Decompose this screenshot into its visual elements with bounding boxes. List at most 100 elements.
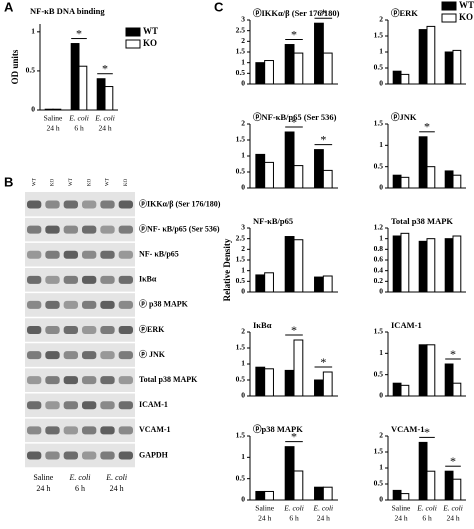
bar — [426, 238, 436, 293]
x-tick-label: E. coli — [105, 473, 127, 482]
legend-swatch — [125, 39, 141, 49]
bar — [104, 86, 114, 111]
bar — [322, 169, 333, 189]
blot-band — [27, 351, 42, 360]
chart-title: ICAM-1 — [391, 320, 422, 330]
y-tick-label: 1.5 — [236, 431, 246, 440]
y-tick-label: 0 — [241, 79, 245, 88]
bar — [322, 371, 333, 397]
blot-band — [100, 326, 115, 334]
y-axis-label: OD units — [10, 49, 20, 84]
bar — [255, 366, 266, 397]
annotation: * — [424, 120, 430, 134]
blot-band — [45, 200, 60, 209]
bar — [293, 52, 304, 85]
x-tick-label: E. coli — [283, 504, 304, 513]
annotation: * — [291, 27, 297, 41]
y-tick-label: 2 — [241, 244, 245, 253]
bar — [284, 44, 295, 85]
x-tick-label: E. coli — [313, 504, 334, 513]
y-tick-label: 0 — [241, 391, 245, 400]
bar — [293, 470, 304, 501]
x-tick-label: 24 h — [446, 514, 459, 523]
y-tick-label: 0.5 — [236, 167, 246, 176]
bar — [418, 29, 428, 85]
annotation: * — [450, 454, 456, 468]
y-tick-label: 0.4 — [374, 265, 384, 274]
bar — [78, 65, 88, 111]
bar — [426, 166, 436, 189]
blot-band — [27, 275, 42, 284]
y-tick-label: 1.5 — [236, 255, 246, 264]
blot-band — [82, 225, 97, 234]
bar — [444, 238, 454, 293]
y-tick-label: 0 — [241, 287, 245, 296]
x-tick-label: 24 h — [36, 484, 50, 493]
annotation: * — [320, 355, 326, 369]
legend-label: KO — [143, 38, 157, 48]
y-tick-label: 0.5 — [374, 161, 384, 170]
bar — [400, 493, 410, 501]
legend-label: KO — [459, 12, 473, 22]
chart-title: ⓟJNK — [391, 112, 417, 122]
bar — [392, 382, 402, 397]
y-tick-label: 1 — [241, 57, 245, 66]
bar — [314, 276, 324, 293]
y-tick-label: 0 — [379, 183, 383, 192]
y-tick-label: 0.5 — [374, 369, 384, 378]
blot-band — [45, 250, 60, 259]
blot-band — [63, 426, 78, 435]
annotation: * — [450, 347, 456, 361]
bar — [400, 176, 410, 189]
bar — [452, 49, 462, 85]
blot-row-label: ICAM-1 — [139, 400, 168, 409]
blot-band — [27, 376, 42, 385]
chart-title: Total p38 MAPK — [391, 216, 453, 226]
bar — [255, 153, 266, 189]
blot-band — [118, 451, 133, 460]
bar — [284, 446, 295, 501]
y-tick-label: 1.5 — [374, 119, 384, 128]
y-axis-label: Relative Density — [222, 238, 232, 301]
panel-label: B — [4, 174, 13, 189]
bar — [322, 275, 333, 293]
blot-band — [27, 225, 42, 234]
x-tick-label: 24 h — [317, 514, 330, 523]
blot-row-label: IκBα — [139, 275, 157, 284]
y-tick-label: 1 — [379, 140, 383, 149]
y-tick-label: 1.5 — [236, 343, 246, 352]
y-tick-label: 2 — [379, 15, 383, 24]
bar — [314, 486, 324, 501]
bar — [418, 136, 428, 189]
annotation: * — [291, 115, 297, 129]
blot-band — [45, 225, 60, 234]
y-tick-label: 2 — [379, 431, 383, 440]
blot-band — [63, 275, 78, 284]
blot-row-label: Total p38 MAPK — [139, 375, 198, 384]
chart-title: NF-κB/p65 — [253, 216, 293, 226]
y-tick-label: 0.8 — [374, 244, 384, 253]
chart-title: VCAM-1 — [391, 424, 425, 434]
blot-band — [100, 401, 115, 410]
y-tick-label: 0 — [241, 495, 245, 504]
y-tick-label: 1.5 — [236, 47, 246, 56]
x-tick-label: 6 h — [422, 514, 432, 523]
bar — [400, 232, 410, 293]
y-tick-label: 0 — [379, 287, 383, 296]
blot-band — [27, 300, 42, 309]
bar — [52, 108, 62, 111]
y-tick-label: 0.5 — [236, 473, 246, 482]
blot-band — [45, 300, 60, 309]
y-tick-label: 0.6 — [374, 255, 384, 264]
bar — [426, 344, 436, 397]
blot-band — [27, 426, 42, 435]
bar — [314, 379, 324, 397]
x-tick-label: 24 h — [258, 514, 271, 523]
bar — [255, 274, 266, 293]
bar — [96, 78, 106, 111]
annotation: * — [291, 429, 297, 443]
blot-band — [82, 426, 97, 435]
bar — [44, 108, 54, 111]
annotation: * — [424, 425, 430, 439]
bar — [255, 62, 266, 85]
